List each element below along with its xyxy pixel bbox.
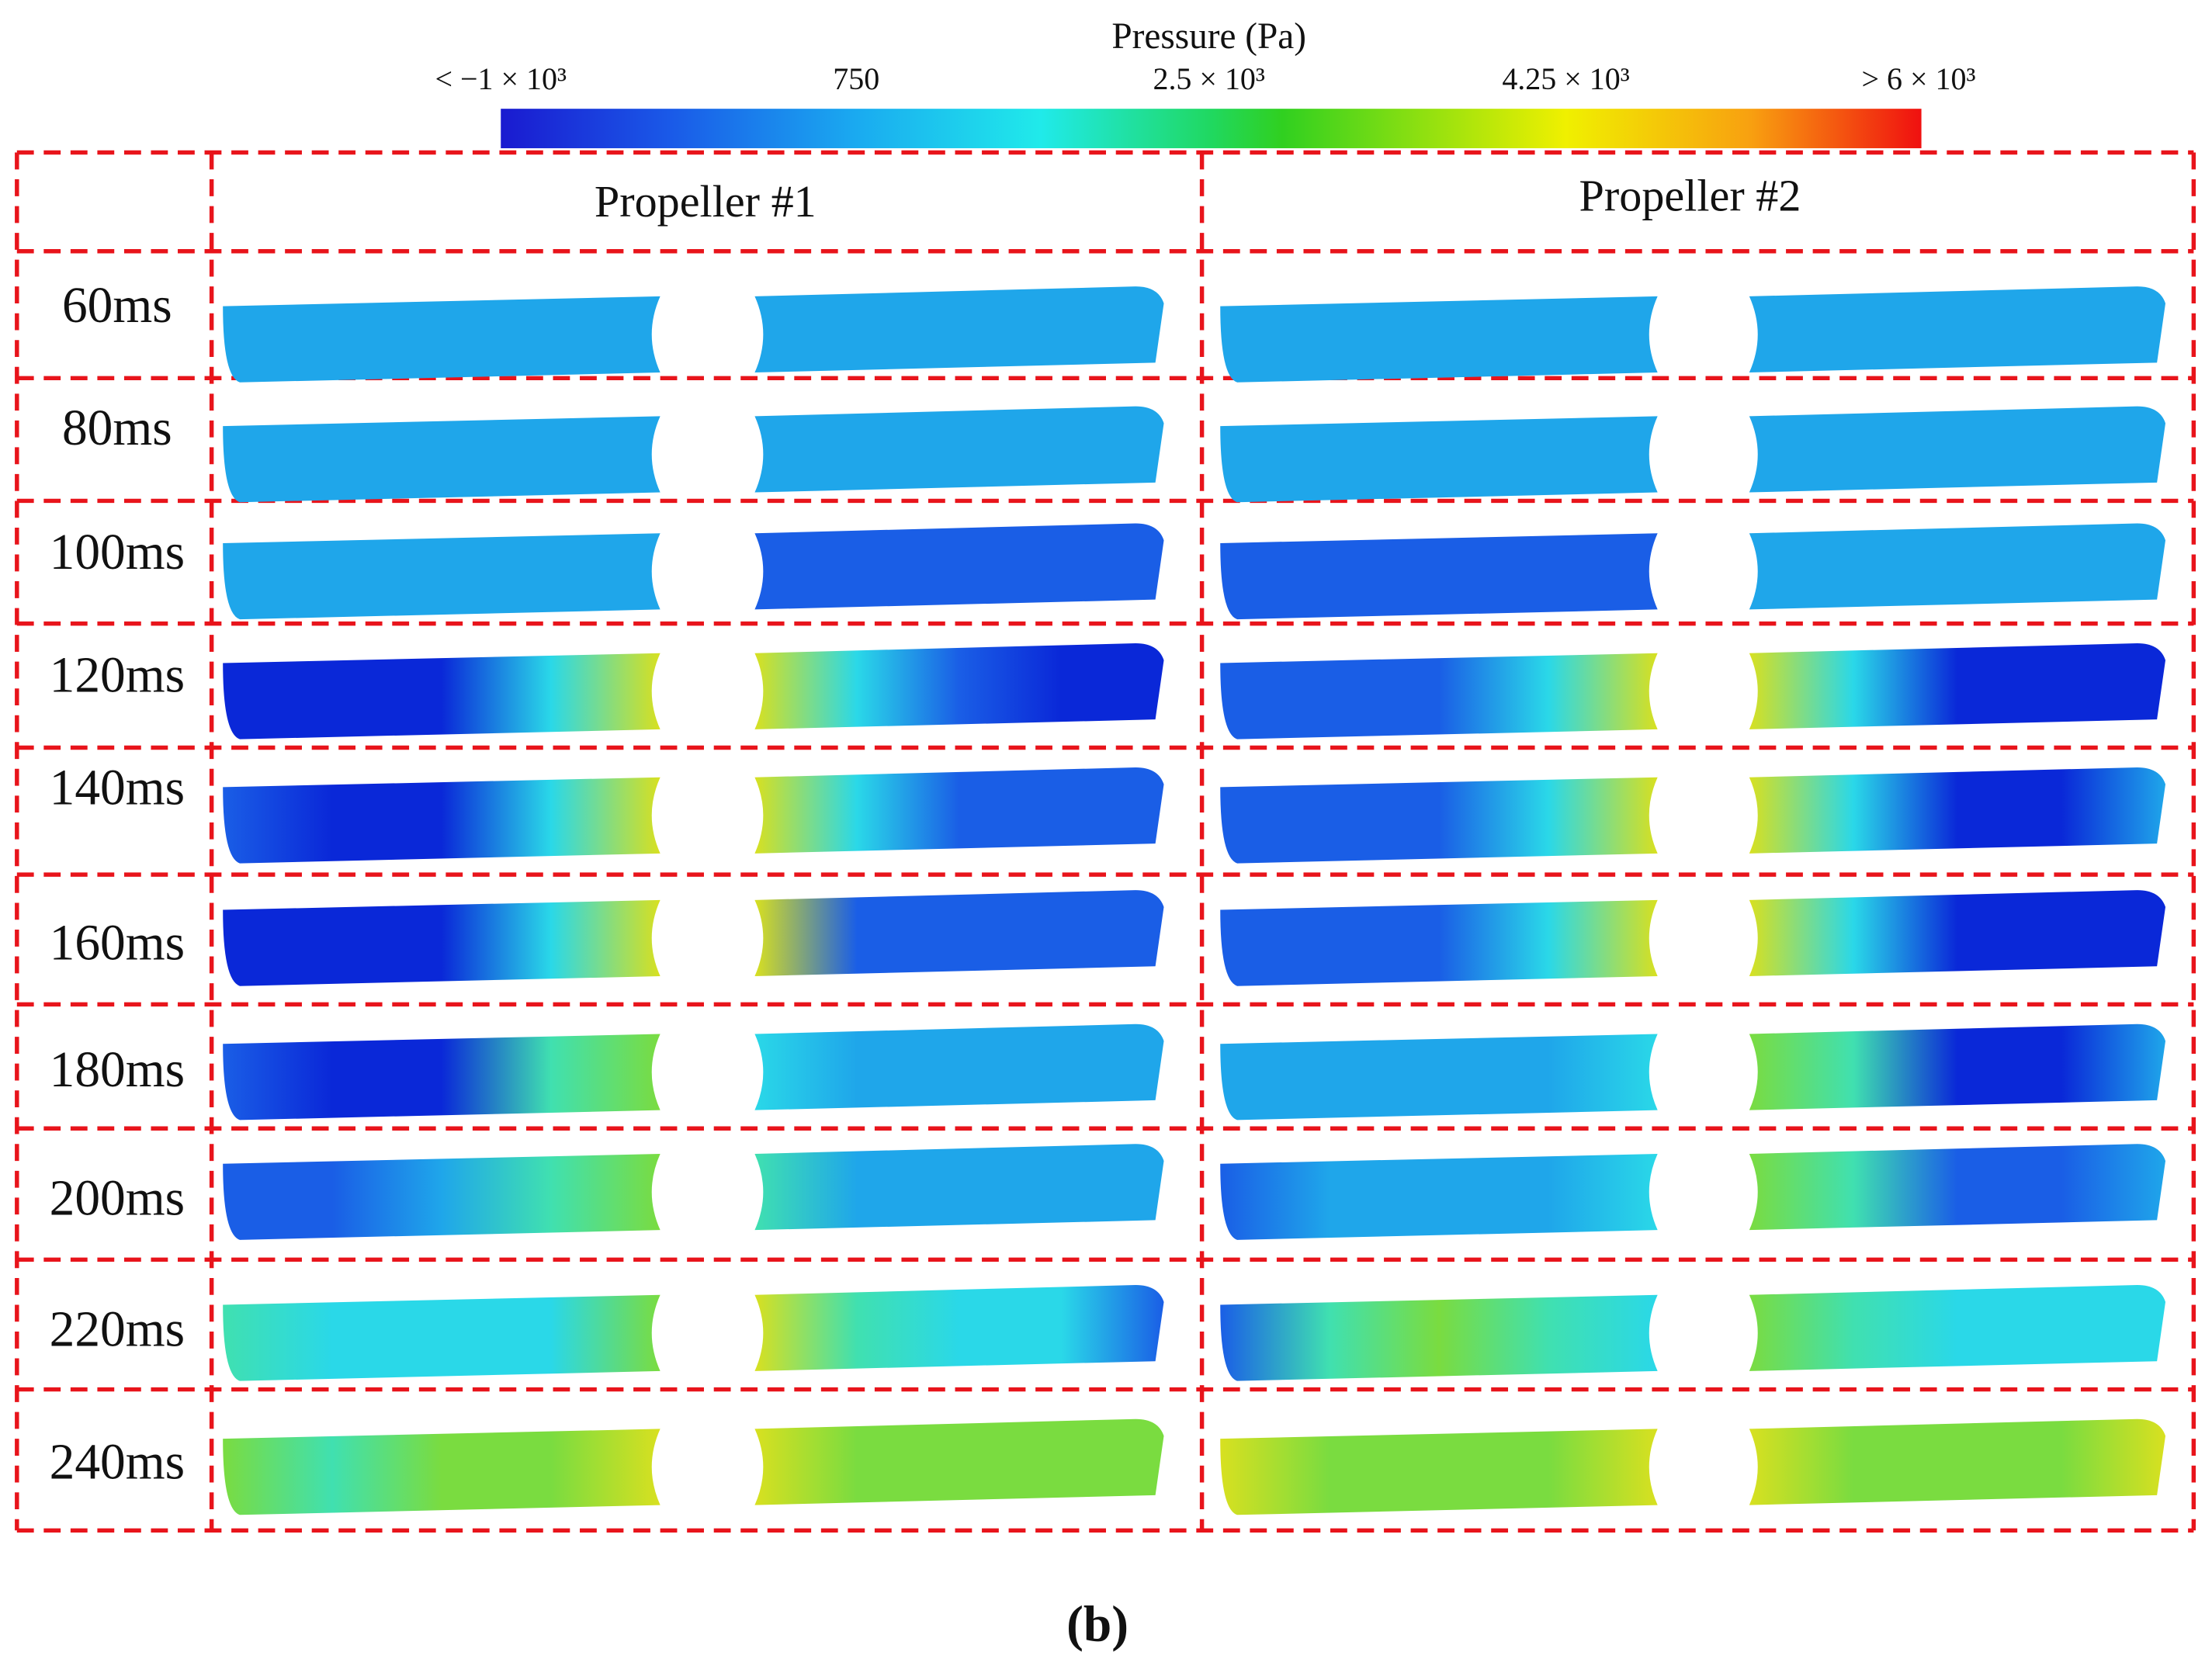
column-header: Propeller #2 — [1579, 171, 1801, 221]
colorbar-tick-label: < −1 × 10³ — [435, 61, 567, 96]
blade-contour — [1220, 1429, 1658, 1515]
blade-contour — [754, 643, 1164, 729]
blade-contour — [1749, 1285, 2166, 1371]
blade-contour — [1749, 1023, 2166, 1110]
blade-contour — [1749, 890, 2166, 976]
blade-contour — [223, 1154, 660, 1240]
blade-contour — [1220, 777, 1658, 864]
row-label: 140ms — [50, 760, 185, 816]
row-label: 160ms — [50, 916, 185, 972]
blade-contour — [1749, 406, 2166, 493]
blade-contour — [1220, 899, 1658, 986]
blade-contour — [1220, 1294, 1658, 1381]
blade-contour — [223, 416, 660, 503]
blade-contour — [223, 899, 660, 986]
blade-contour — [1220, 416, 1658, 503]
colorbar-title: Pressure (Pa) — [1111, 16, 1306, 57]
row-label: 60ms — [62, 278, 172, 334]
colorbar — [501, 109, 1922, 149]
colorbar-tick-label: > 6 × 10³ — [1861, 61, 1975, 96]
blade-contour — [223, 777, 660, 864]
row-label: 220ms — [50, 1302, 185, 1358]
blade-contour — [1220, 296, 1658, 383]
blade-contour — [754, 767, 1164, 854]
blade-contour — [1749, 523, 2166, 610]
blade-contour — [754, 1023, 1164, 1110]
row-label: 200ms — [50, 1171, 185, 1227]
row-label: 80ms — [62, 400, 172, 456]
blade-contour — [754, 890, 1164, 976]
blade-contour — [1749, 767, 2166, 854]
colorbar-tick-label: 2.5 × 10³ — [1153, 61, 1264, 96]
blade-contour — [1749, 1144, 2166, 1231]
column-header: Propeller #1 — [595, 176, 816, 227]
row-label: 120ms — [50, 647, 185, 703]
blades — [223, 286, 2166, 1515]
blade-contour — [223, 296, 660, 383]
blade-contour — [1220, 1154, 1658, 1240]
blade-contour — [754, 1144, 1164, 1231]
blade-contour — [223, 1429, 660, 1515]
blade-contour — [223, 533, 660, 620]
blade-contour — [754, 406, 1164, 493]
blade-contour — [223, 653, 660, 739]
row-label: 100ms — [50, 525, 185, 580]
blade-contour — [1220, 1034, 1658, 1120]
blade-contour — [1220, 653, 1658, 739]
blade-contour — [223, 1294, 660, 1381]
blade-contour — [754, 1285, 1164, 1371]
row-label: 240ms — [50, 1435, 185, 1491]
colorbar-tick-label: 4.25 × 10³ — [1502, 61, 1629, 96]
blade-contour — [1749, 286, 2166, 373]
blade-contour — [754, 286, 1164, 373]
blade-contour — [1220, 533, 1658, 620]
blade-contour — [754, 1418, 1164, 1505]
grid — [15, 150, 2196, 1533]
blade-contour — [223, 1034, 660, 1120]
blade-contour — [754, 523, 1164, 610]
row-label: 180ms — [50, 1042, 185, 1098]
caption: (b) — [1066, 1597, 1129, 1653]
blade-contour — [1749, 643, 2166, 729]
colorbar-tick-label: 750 — [833, 61, 879, 96]
blade-contour — [1749, 1418, 2166, 1505]
